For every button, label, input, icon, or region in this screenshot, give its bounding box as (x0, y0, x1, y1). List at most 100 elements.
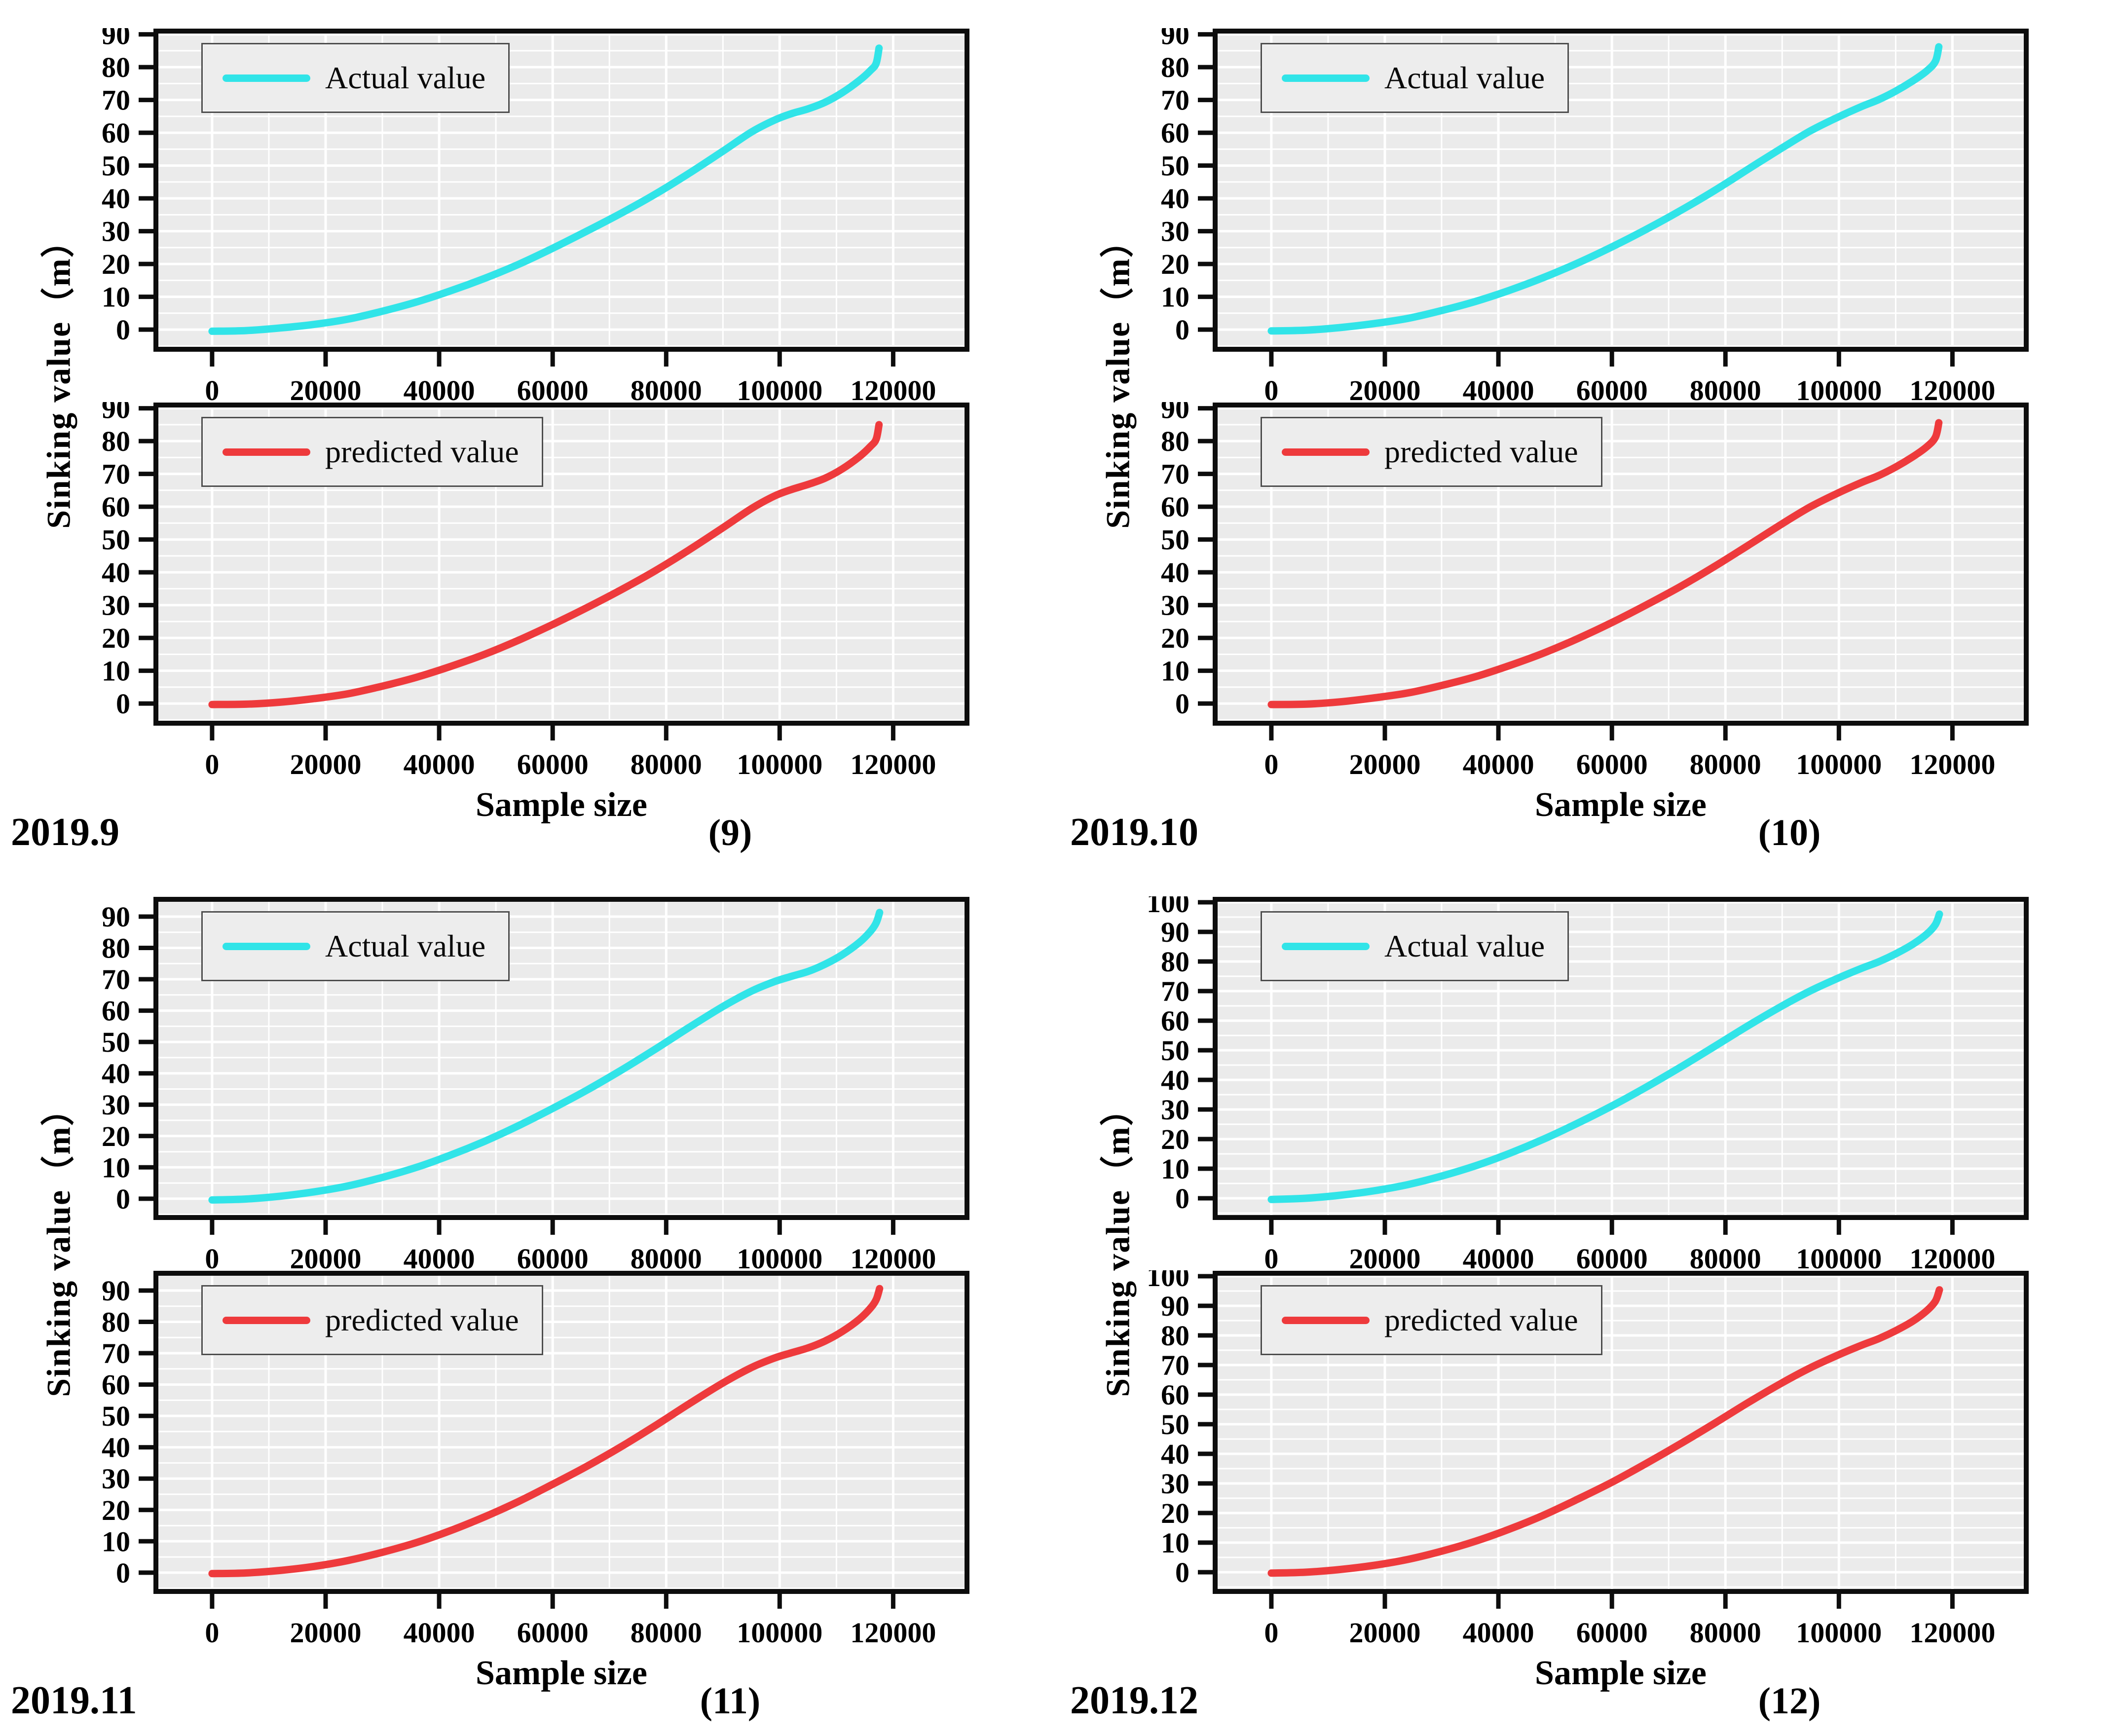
svg-text:70: 70 (1161, 84, 1189, 116)
actual-line-sample (223, 942, 310, 950)
svg-text:60000: 60000 (517, 748, 589, 780)
svg-text:50: 50 (102, 1026, 130, 1058)
svg-text:100000: 100000 (737, 748, 822, 780)
svg-text:0: 0 (1175, 1182, 1189, 1215)
legend-label: Actual value (325, 60, 486, 95)
date-caption: 2019.12 (1070, 1679, 1198, 1722)
svg-text:60000: 60000 (517, 1243, 589, 1275)
svg-text:20000: 20000 (290, 748, 362, 780)
svg-text:120000: 120000 (850, 1243, 936, 1275)
svg-text:80000: 80000 (631, 1617, 702, 1649)
svg-text:0: 0 (1175, 688, 1189, 720)
svg-text:70: 70 (102, 84, 130, 116)
svg-text:40: 40 (1161, 183, 1189, 215)
svg-text:30: 30 (1161, 216, 1189, 248)
svg-text:10: 10 (1161, 655, 1189, 687)
predicted-line-sample (223, 1316, 310, 1324)
predicted-value-plot: 0 20000 40000 60000 80000 100000 1200000102030… (102, 1271, 969, 1649)
svg-text:20000: 20000 (290, 374, 362, 406)
svg-text:120000: 120000 (850, 1617, 936, 1649)
svg-text:40000: 40000 (1463, 374, 1534, 406)
actual-line-sample (223, 74, 310, 82)
svg-text:30: 30 (102, 590, 130, 622)
svg-text:100: 100 (1147, 896, 1189, 919)
svg-text:100: 100 (1147, 1270, 1189, 1293)
svg-text:0: 0 (116, 1183, 130, 1215)
svg-text:40000: 40000 (404, 1243, 475, 1275)
svg-text:70: 70 (102, 963, 130, 996)
svg-text:30: 30 (102, 1463, 130, 1495)
legend-label: Actual value (1384, 928, 1545, 963)
svg-text:40000: 40000 (1463, 1243, 1534, 1275)
predicted-line-sample (1282, 1316, 1370, 1324)
x-axis-label: Sample size (1534, 786, 1707, 824)
predicted-value-subplot: 0 20000 40000 60000 80000 100000 120000 0 10 20 30… (0, 1270, 1059, 1665)
svg-text:40000: 40000 (1463, 748, 1534, 780)
actual-value-subplot: 0 20000 40000 60000 80000 100000 120000 0 10 20 30… (0, 896, 1059, 1291)
svg-text:90: 90 (1161, 1290, 1189, 1322)
svg-text:10: 10 (1161, 1153, 1189, 1185)
svg-text:20000: 20000 (290, 1243, 362, 1275)
panel-2019-9: Sinking value（m） 0 20000 40000 60000 80000 10… (0, 0, 1059, 868)
svg-text:60000: 60000 (1576, 1617, 1648, 1649)
panel-number: (12) (1758, 1680, 1821, 1722)
legend-label: predicted value (325, 1302, 519, 1337)
date-caption: 2019.11 (11, 1679, 137, 1722)
svg-text:60: 60 (102, 491, 130, 523)
svg-text:100000: 100000 (1796, 748, 1882, 780)
svg-text:90: 90 (1161, 402, 1189, 425)
svg-text:70: 70 (102, 458, 130, 490)
svg-text:40000: 40000 (404, 1617, 475, 1649)
svg-text:80000: 80000 (631, 1243, 702, 1275)
legend-label: predicted value (325, 434, 519, 469)
svg-text:0: 0 (116, 1557, 130, 1589)
actual-line-sample (1282, 942, 1370, 950)
svg-text:100000: 100000 (1796, 374, 1882, 406)
svg-text:60: 60 (1161, 491, 1189, 523)
svg-text:20: 20 (1161, 248, 1189, 280)
svg-text:60: 60 (1161, 1379, 1189, 1411)
svg-text:0: 0 (205, 1617, 219, 1649)
svg-text:30: 30 (1161, 1468, 1189, 1500)
svg-text:20: 20 (1161, 1497, 1189, 1529)
svg-text:100000: 100000 (1796, 1617, 1882, 1649)
svg-text:80: 80 (102, 932, 130, 964)
svg-text:90: 90 (102, 1275, 130, 1307)
x-axis-label: Sample size (1534, 1654, 1707, 1692)
svg-text:30: 30 (1161, 1094, 1189, 1126)
svg-text:40000: 40000 (404, 374, 475, 406)
legend: predicted value (1261, 417, 1602, 487)
svg-text:80: 80 (102, 51, 130, 83)
svg-text:80000: 80000 (1690, 374, 1761, 406)
svg-text:20: 20 (1161, 1123, 1189, 1155)
svg-text:50: 50 (102, 524, 130, 556)
svg-text:30: 30 (1161, 590, 1189, 622)
svg-text:50: 50 (102, 150, 130, 182)
svg-text:0: 0 (1264, 1617, 1278, 1649)
svg-text:90: 90 (102, 28, 130, 51)
actual-value-subplot: 0 20000 40000 60000 80000 100000 120000 0 10 20 30… (1059, 896, 2118, 1291)
svg-text:0: 0 (116, 314, 130, 346)
panel-number: (9) (708, 812, 752, 853)
svg-text:20000: 20000 (1349, 748, 1421, 780)
panel-2019-10: Sinking value（m） 0 20000 40000 60000 80000 10… (1059, 0, 2118, 868)
svg-text:80: 80 (102, 1306, 130, 1338)
svg-text:60000: 60000 (1576, 374, 1648, 406)
svg-text:20: 20 (102, 248, 130, 280)
svg-text:0: 0 (1264, 748, 1278, 780)
svg-text:30: 30 (102, 1089, 130, 1121)
svg-text:90: 90 (1161, 28, 1189, 51)
svg-text:70: 70 (1161, 458, 1189, 490)
svg-text:0: 0 (1175, 314, 1189, 346)
svg-text:80: 80 (102, 425, 130, 457)
svg-text:100000: 100000 (737, 1243, 822, 1275)
legend: predicted value (201, 417, 543, 487)
svg-text:70: 70 (102, 1337, 130, 1369)
svg-text:60: 60 (102, 117, 130, 149)
actual-value-subplot: 0 20000 40000 60000 80000 100000 120000 0 10 20 30… (0, 28, 1059, 423)
svg-text:50: 50 (1161, 150, 1189, 182)
svg-text:90: 90 (102, 901, 130, 933)
predicted-value-plot: 0 20000 40000 60000 80000 100000 1200000102030… (102, 402, 969, 780)
svg-text:80000: 80000 (1690, 748, 1761, 780)
panel-2019-12: Sinking value（m） 0 20000 40000 60000 80000 10… (1059, 868, 2118, 1736)
